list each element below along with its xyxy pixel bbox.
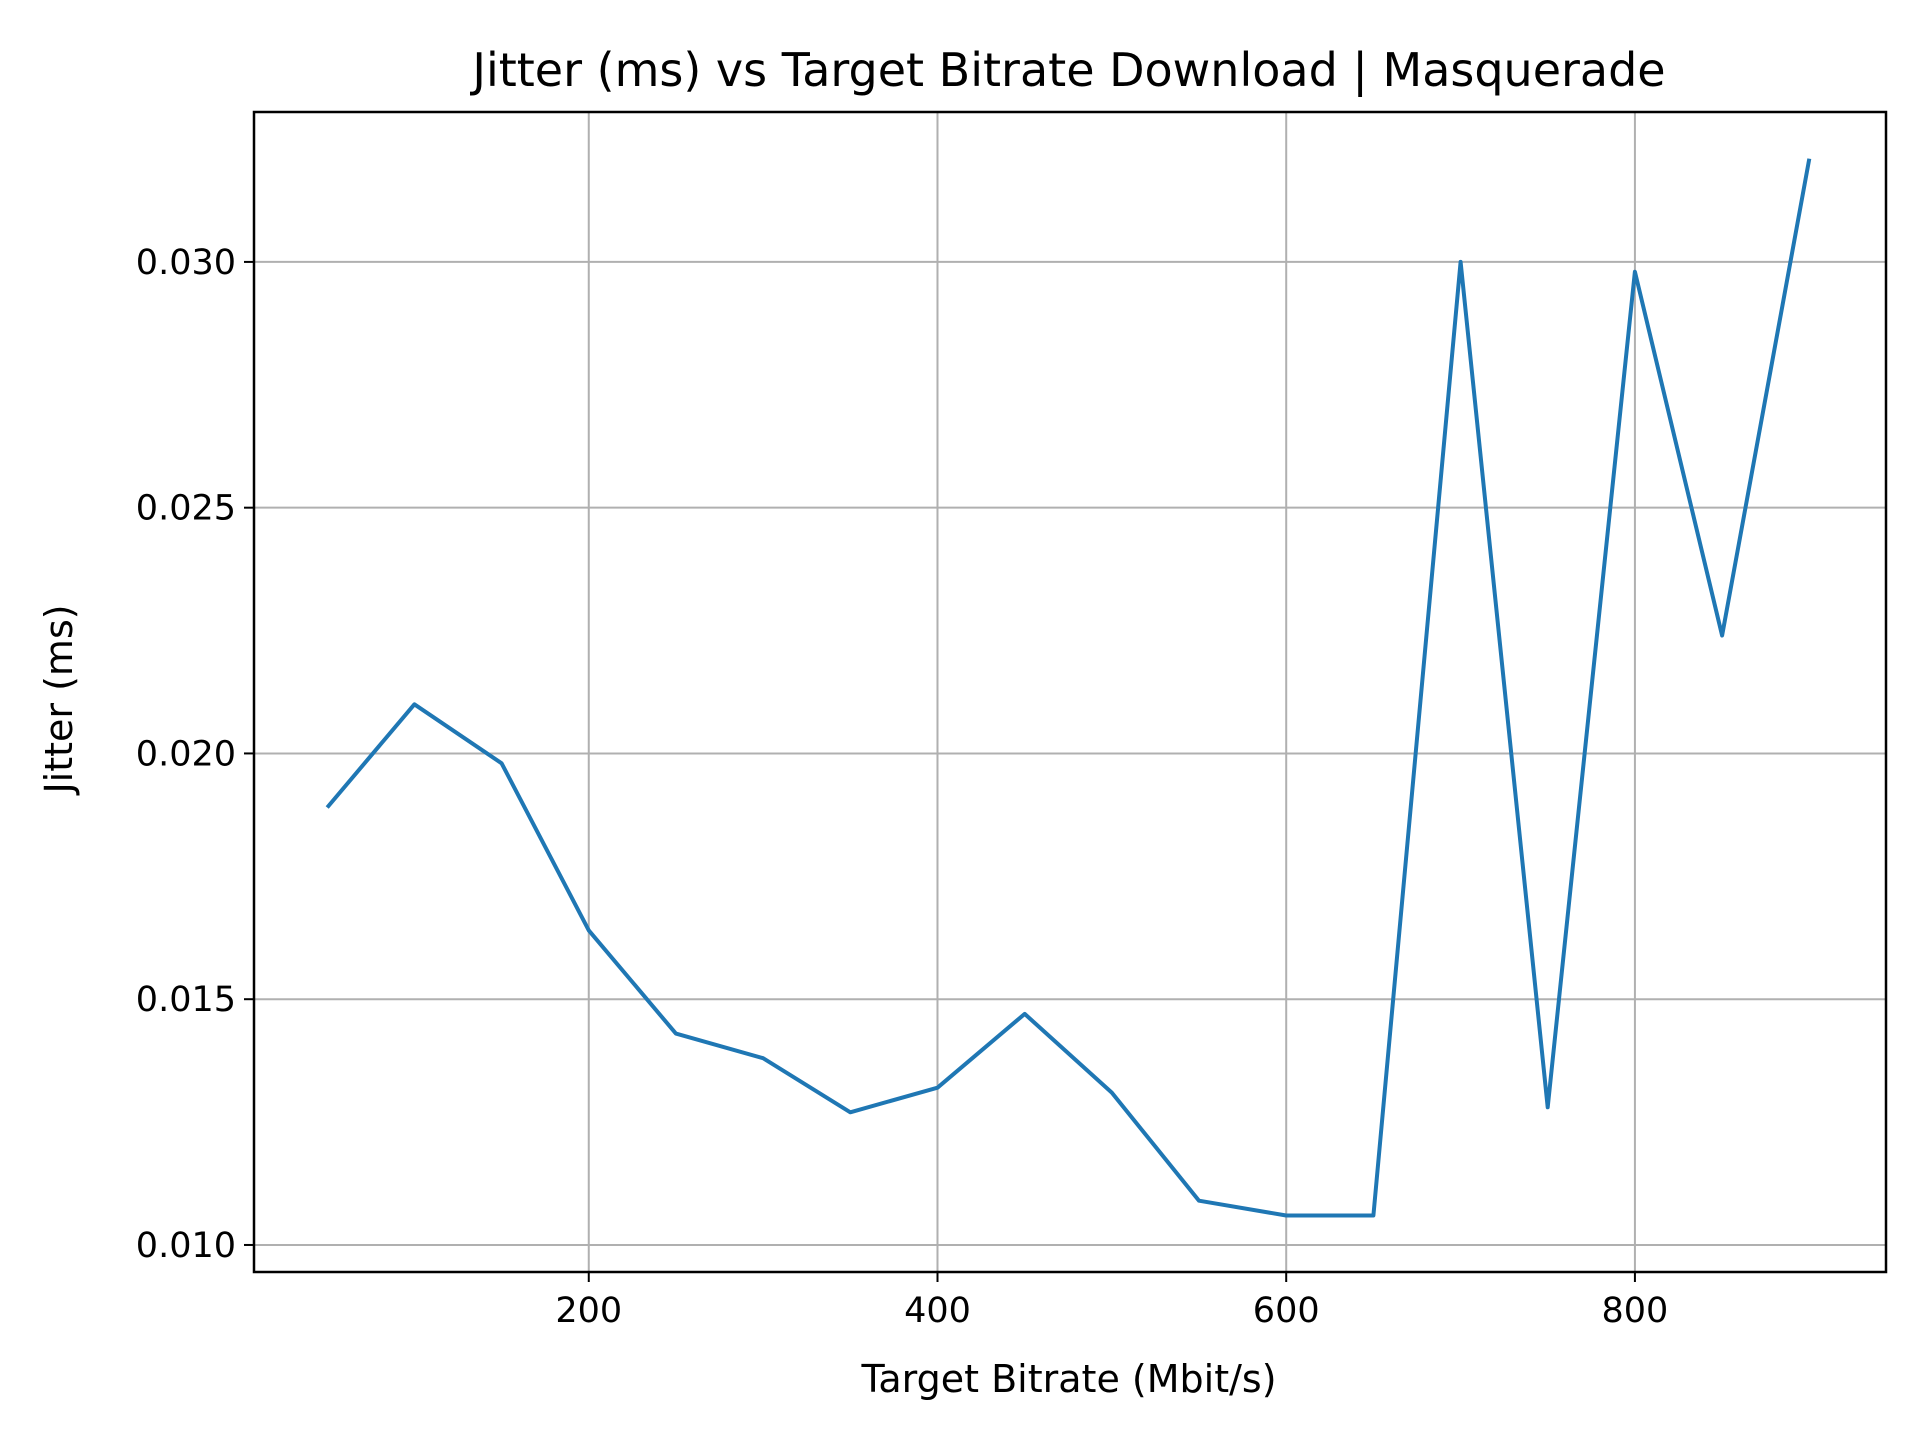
y-tick-label: 0.030 <box>136 243 236 283</box>
chart-title: Jitter (ms) vs Target Bitrate Download |… <box>469 43 1665 98</box>
y-tick-label: 0.025 <box>136 489 236 529</box>
y-tick-label: 0.015 <box>136 980 236 1020</box>
axis-ticks: 200 400 600 800 0.010 0.015 0.020 0.025 0.030 <box>136 243 1669 1331</box>
x-tick-label: 800 <box>1602 1291 1669 1331</box>
plot-frame <box>252 110 1888 1274</box>
x-axis-label: Target Bitrate (Mbit/s) <box>860 1357 1276 1401</box>
grid <box>254 112 1886 1272</box>
x-tick-label: 200 <box>555 1291 622 1331</box>
series-line <box>325 158 1812 1218</box>
x-tick-label: 600 <box>1253 1291 1320 1331</box>
y-tick-label: 0.020 <box>136 734 236 774</box>
x-tick-label: 400 <box>904 1291 971 1331</box>
y-axis-label: Jitter (ms) <box>37 604 81 795</box>
series-layer <box>325 158 1812 1218</box>
y-tick-label: 0.010 <box>136 1226 236 1266</box>
